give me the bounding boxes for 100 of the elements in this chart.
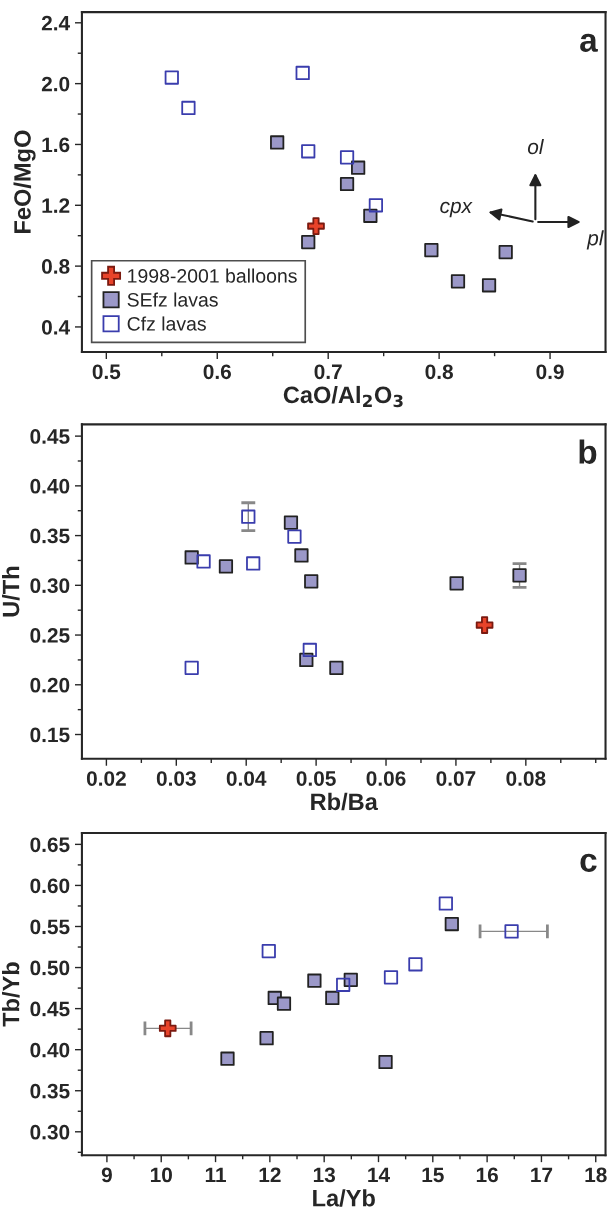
annotation: pl bbox=[586, 230, 604, 250]
point bbox=[336, 977, 351, 992]
y-tick-label: 0.50 bbox=[30, 960, 70, 976]
point bbox=[270, 135, 285, 150]
point bbox=[368, 198, 384, 213]
annotation: c bbox=[580, 853, 597, 872]
y-tick-label: 0.8 bbox=[41, 259, 70, 274]
point bbox=[481, 278, 497, 293]
x-tick-label: 18 bbox=[585, 1167, 607, 1183]
x-tick-label: 0.9 bbox=[536, 364, 564, 380]
y-tick-label: 0.4 bbox=[41, 319, 71, 335]
x-tick-label: 0.06 bbox=[366, 771, 406, 786]
point bbox=[450, 274, 466, 289]
x-tick-label: 16 bbox=[476, 1167, 498, 1183]
x-tick-label: 15 bbox=[422, 1167, 444, 1183]
point bbox=[351, 160, 366, 175]
point bbox=[158, 1019, 177, 1038]
point bbox=[241, 509, 256, 524]
x-tick-label: 14 bbox=[368, 1167, 390, 1183]
point bbox=[304, 574, 319, 589]
point bbox=[276, 996, 292, 1011]
point bbox=[307, 217, 325, 235]
point bbox=[498, 245, 513, 260]
point bbox=[196, 554, 211, 569]
x-tick-label: 0.02 bbox=[86, 771, 126, 786]
annotation: cpx bbox=[440, 201, 473, 218]
y-tick-label: 0.35 bbox=[30, 1083, 70, 1099]
y-tick-label: 0.45 bbox=[30, 1001, 70, 1017]
legend-label: Cfz lavas bbox=[127, 316, 206, 331]
y-axis-title: U/Th bbox=[2, 566, 20, 617]
x-tick-label: 0.03 bbox=[156, 771, 196, 786]
point bbox=[184, 660, 199, 675]
x-tick-label: 0.8 bbox=[425, 364, 453, 380]
point bbox=[408, 957, 423, 972]
x-tick-label: 10 bbox=[150, 1167, 172, 1183]
point bbox=[449, 576, 464, 591]
x-tick-label: 0.04 bbox=[226, 771, 267, 786]
point bbox=[504, 924, 519, 939]
x-axis-title: CaO/Al$_{2}$O$_{3}$ bbox=[283, 385, 403, 408]
x-tick-label: 0.7 bbox=[314, 364, 342, 380]
y-tick-label: 1.2 bbox=[42, 198, 70, 213]
y-tick-label: 0.30 bbox=[30, 578, 70, 594]
point bbox=[246, 556, 261, 571]
point bbox=[339, 150, 355, 165]
point bbox=[444, 916, 459, 932]
y-tick-label: 0.55 bbox=[30, 919, 70, 935]
point bbox=[295, 65, 310, 81]
annotation: a bbox=[580, 33, 598, 52]
point bbox=[383, 970, 399, 985]
legend-label: SEfz lavas bbox=[127, 292, 218, 307]
y-tick-label: 0.15 bbox=[30, 727, 70, 743]
point bbox=[475, 616, 494, 634]
point bbox=[325, 990, 340, 1006]
y-tick-label: 2.0 bbox=[41, 76, 70, 92]
y-tick-label: 0.60 bbox=[30, 878, 70, 894]
point bbox=[301, 144, 316, 159]
y-tick-label: 0.35 bbox=[30, 528, 70, 544]
point bbox=[259, 1031, 274, 1046]
x-axis-title: Rb/Ba bbox=[311, 792, 378, 811]
y-tick-label: 0.40 bbox=[30, 1042, 70, 1058]
point bbox=[283, 515, 299, 530]
point bbox=[294, 548, 309, 563]
point bbox=[329, 660, 344, 675]
annotation: ol bbox=[527, 138, 544, 155]
point bbox=[164, 70, 179, 85]
point bbox=[424, 243, 439, 258]
point bbox=[339, 176, 355, 192]
point bbox=[301, 234, 316, 250]
x-tick-label: 0.07 bbox=[436, 771, 476, 786]
y-tick-label: 0.45 bbox=[30, 429, 70, 444]
point bbox=[512, 568, 527, 583]
y-tick-label: 0.65 bbox=[30, 837, 70, 853]
y-tick-label: 0.30 bbox=[30, 1124, 70, 1140]
legend-label: 1998-2001 balloons bbox=[128, 268, 297, 283]
point bbox=[378, 1054, 393, 1070]
y-tick-label: 0.40 bbox=[30, 478, 70, 494]
y-tick-label: 0.20 bbox=[30, 677, 70, 693]
x-tick-label: 12 bbox=[259, 1167, 281, 1183]
x-tick-label: 11 bbox=[205, 1167, 226, 1183]
point bbox=[302, 642, 317, 658]
annotation: b bbox=[579, 439, 597, 464]
y-tick-label: 1.6 bbox=[42, 137, 70, 153]
x-tick-label: 17 bbox=[531, 1167, 553, 1183]
point bbox=[307, 973, 322, 988]
point bbox=[287, 529, 302, 544]
x-tick-label: 0.6 bbox=[203, 364, 231, 380]
x-tick-label: 13 bbox=[313, 1167, 336, 1183]
y-axis-title: FeO/MgO bbox=[13, 130, 36, 233]
x-tick-label: 0.05 bbox=[296, 771, 336, 786]
y-tick-label: 2.4 bbox=[41, 15, 71, 31]
point bbox=[220, 1051, 235, 1066]
x-axis-title: La/Yb bbox=[313, 1189, 375, 1207]
x-tick-label: 0.5 bbox=[92, 364, 121, 380]
point bbox=[218, 559, 234, 574]
point bbox=[438, 896, 453, 911]
point bbox=[181, 100, 196, 116]
x-tick-label: 9 bbox=[101, 1167, 112, 1183]
point bbox=[261, 944, 276, 959]
y-axis-title: Tb/Yb bbox=[2, 962, 20, 1027]
y-tick-label: 0.25 bbox=[30, 628, 70, 643]
